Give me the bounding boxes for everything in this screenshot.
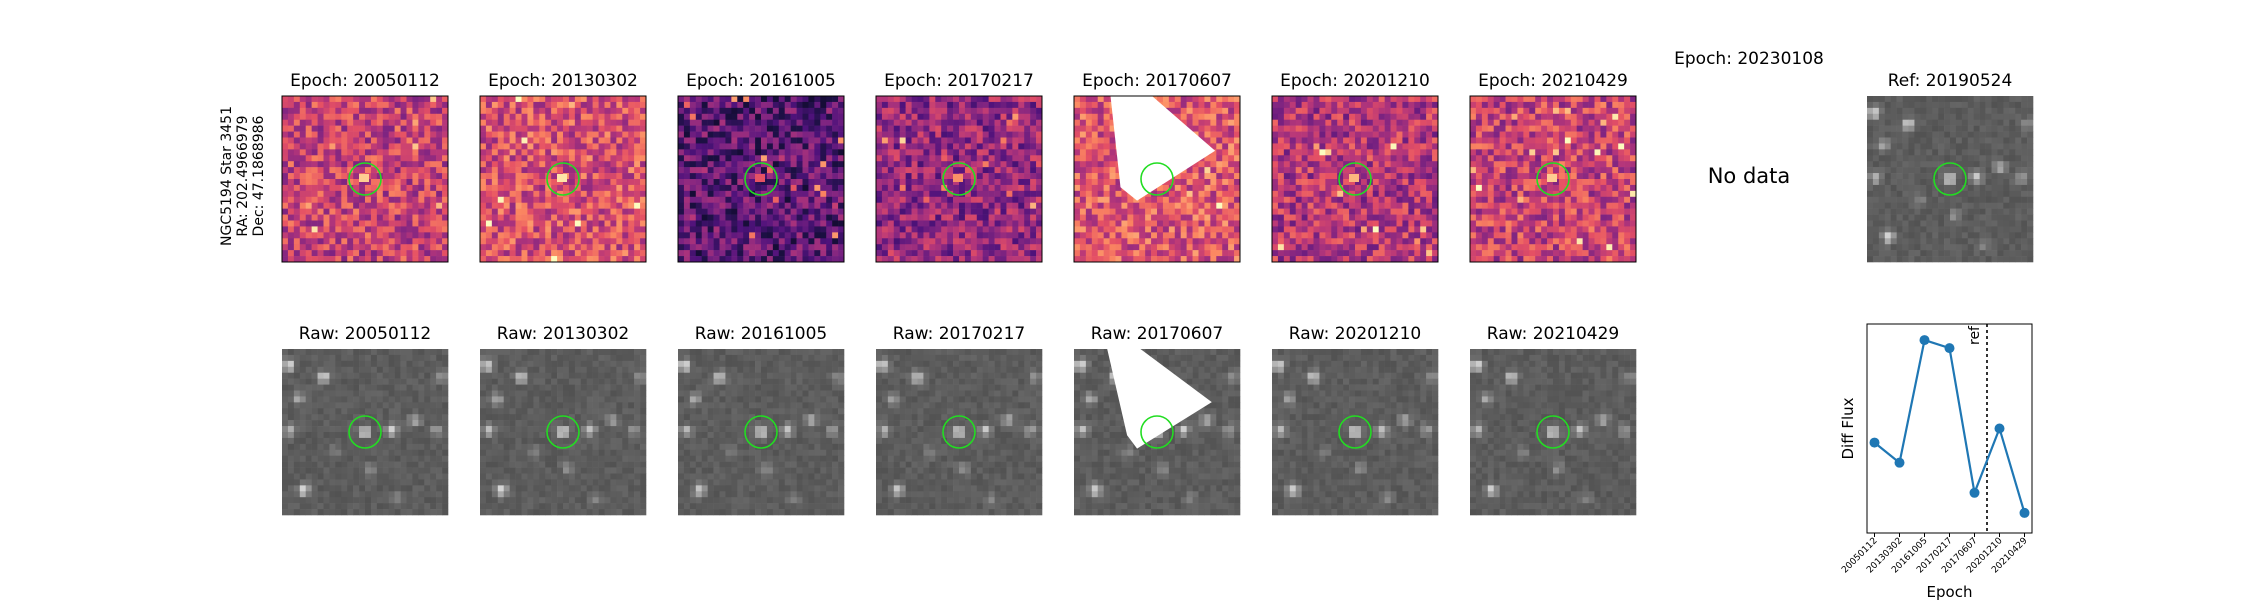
difference-image-title: Epoch: 20201210 [1280,71,1430,91]
raw-image: Raw: 20201210 [1272,324,1439,516]
aperture-circle [348,162,382,196]
y-axis-label: Diff Flux [1839,397,1857,459]
raw-image: Raw: 20161005 [678,324,845,516]
aperture-circle [942,415,976,449]
aperture-circle [1536,162,1570,196]
raw-image-title: Raw: 20161005 [695,324,828,344]
data-point [1944,343,1955,354]
aperture-circle [1933,162,1967,196]
raw-image-title: Raw: 20130302 [497,324,630,344]
difference-image-title: Epoch: 20130302 [488,71,638,91]
difference-image: Epoch: 20170217 [875,71,1043,263]
aperture-circle [942,162,976,196]
raw-image-title: Raw: 20050112 [299,324,432,344]
data-point [1894,457,1905,468]
panel-frame [677,95,845,263]
difference-image-title: Epoch: 20210429 [1478,71,1628,91]
panel-frame [479,95,647,263]
aperture-circle [348,415,382,449]
no-data-text: No data [1708,164,1791,188]
masked-region [1110,96,1216,201]
data-point [1919,335,1930,346]
aperture-circle [744,415,778,449]
raw-image-title: Raw: 20201210 [1289,324,1422,344]
aperture-circle [1338,162,1372,196]
raw-image: Raw: 20170607 [1074,324,1241,516]
aperture-circle [1536,415,1570,449]
data-point [1869,437,1880,448]
reference-image [1867,96,2034,263]
panel-frame [1073,95,1241,263]
raw-image-title: Raw: 20170217 [893,324,1026,344]
difference-image: Epoch: 20130302 [479,71,647,263]
data-point [1969,487,1980,498]
aperture-circle [1140,162,1174,196]
difference-image: Epoch: 20210429 [1469,71,1637,263]
raw-image: Raw: 20050112 [282,324,449,516]
reference-title: Ref: 20190524 [1888,71,2013,91]
aperture-circle [546,415,580,449]
raw-image: Raw: 20210429 [1470,324,1637,516]
raw-image-row: Raw: 20050112 Raw: 20130302 Raw: 20161005 R… [282,324,1637,516]
difference-image: Epoch: 20161005 [677,71,845,263]
masked-region [1107,349,1212,449]
panel-frame [875,95,1043,263]
aperture-circle [1338,415,1372,449]
raw-image: Raw: 20130302 [480,324,647,516]
panel-frame [1271,95,1439,263]
difference-image-row: Epoch: 20050112 Epoch: 20130302 Epoch: 201… [281,71,1637,263]
reference-image-cell: Ref: 20190524 [1867,71,2034,263]
missing-epoch-cell: Epoch: 20230108 No data [1674,49,1824,188]
object-dec: Dec: 47.1868986 [251,115,267,236]
aperture-circle [1140,415,1174,449]
difference-image: Epoch: 20201210 [1271,71,1439,263]
panel-frame [1469,95,1637,263]
difference-image: Epoch: 20050112 [281,71,449,263]
missing-epoch-title: Epoch: 20230108 [1674,49,1824,69]
difference-image-title: Epoch: 20170607 [1082,71,1232,91]
light-curve-chart: ref2005011220130302201610052017021720170… [1839,323,2033,600]
difference-image-title: Epoch: 20161005 [686,71,836,91]
data-point [2019,507,2030,518]
raw-image-title: Raw: 20210429 [1487,324,1620,344]
data-point [1994,423,2005,434]
reference-line-label: ref [1967,325,1983,345]
raw-image: Raw: 20170217 [876,324,1043,516]
raw-image-title: Raw: 20170607 [1091,324,1224,344]
difference-image: Epoch: 20170607 [1073,71,1241,263]
panel-frame [281,95,449,263]
object-name: NGC5194 Star 3451 [219,106,235,246]
aperture-circle [744,162,778,196]
object-label: NGC5194 Star 3451 RA: 202.4966979 Dec: 4… [219,106,267,246]
aperture-circle [546,162,580,196]
difference-image-title: Epoch: 20050112 [290,71,440,91]
difference-image-title: Epoch: 20170217 [884,71,1034,91]
object-ra: RA: 202.4966979 [235,115,251,236]
plot-area [1866,323,2033,534]
x-axis-label: Epoch [1927,583,1973,600]
